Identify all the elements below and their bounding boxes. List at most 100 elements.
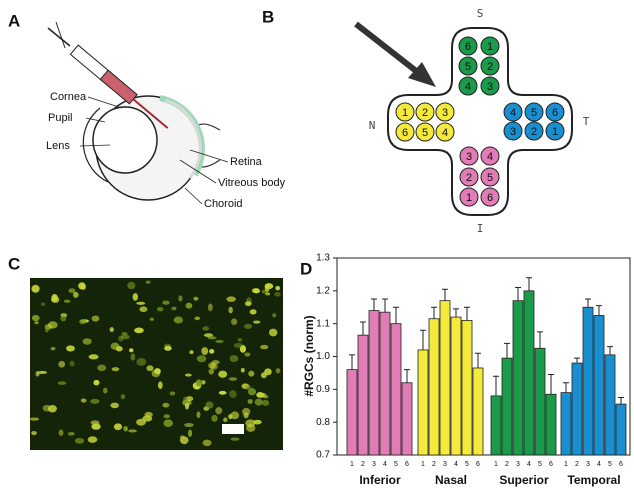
error-bar (537, 331, 543, 349)
sample-circle (395, 122, 415, 142)
sample-circle (395, 102, 415, 122)
cell (121, 332, 128, 336)
cell (183, 396, 188, 405)
cell (80, 284, 86, 291)
cell (252, 320, 261, 324)
sample-number: 4 (442, 127, 448, 139)
x-tick-label: 1 (494, 461, 498, 468)
error-bar (442, 288, 448, 301)
y-tick-label: 1.2 (316, 285, 330, 296)
sample-circle (415, 102, 435, 122)
group-label: Temporal (567, 473, 620, 487)
x-tick-label: 5 (394, 461, 398, 468)
sample-circle (480, 146, 500, 166)
cell (88, 354, 99, 360)
cell (208, 368, 214, 375)
cell (37, 370, 48, 374)
error-bar (596, 305, 602, 316)
cell (223, 417, 228, 423)
cell (132, 293, 139, 301)
cell (29, 417, 39, 421)
error-bar (585, 298, 591, 308)
group-label: Nasal (435, 473, 467, 487)
sample-circle (459, 187, 479, 207)
bar (512, 300, 524, 456)
cell (149, 317, 154, 321)
sample-circle (480, 167, 500, 187)
cell (103, 387, 108, 394)
sample-number: 3 (510, 126, 516, 138)
x-tick-label: 4 (383, 461, 387, 468)
bar (450, 316, 462, 456)
sample-number: 6 (487, 192, 493, 204)
group-label: Superior (499, 473, 549, 487)
error-bar (404, 369, 410, 383)
bar (490, 395, 502, 456)
error-bar (526, 277, 532, 291)
cell (254, 398, 263, 406)
cell (47, 404, 57, 413)
cell (265, 292, 271, 296)
bar (390, 323, 402, 456)
x-tick-label: 5 (608, 461, 612, 468)
y-tick-label: 0.7 (316, 450, 330, 461)
error-bar (393, 306, 399, 324)
cell (157, 381, 163, 389)
eye-diagram (47, 21, 229, 205)
cell (154, 368, 161, 375)
cell (82, 338, 92, 345)
cell (74, 438, 85, 444)
cell (248, 370, 255, 377)
cell (134, 327, 144, 334)
anatomy-label: Pupil (48, 112, 72, 124)
sample-circle (458, 56, 478, 76)
cell (173, 316, 184, 324)
cell (274, 292, 281, 297)
sample-circle (458, 76, 478, 96)
x-tick-label: 6 (476, 461, 480, 468)
bar (472, 367, 484, 456)
direction-label: N (369, 119, 376, 132)
error-bar (382, 298, 388, 313)
bar (545, 393, 557, 456)
sample-number: 5 (487, 172, 493, 184)
cell (193, 296, 199, 301)
x-tick-label: 2 (432, 461, 436, 468)
bar (417, 349, 429, 456)
error-bar (475, 352, 481, 368)
cell (66, 345, 75, 352)
bar (428, 318, 440, 456)
panel-letter: D (300, 259, 312, 278)
cell (31, 284, 40, 293)
cell (113, 423, 123, 431)
bar (593, 315, 605, 456)
sample-number: 5 (422, 127, 428, 139)
cell (196, 355, 207, 363)
sample-number: 3 (466, 151, 472, 163)
cell (228, 306, 233, 314)
cell (128, 429, 137, 433)
sample-circle (435, 102, 455, 122)
cell (72, 291, 79, 298)
cell (230, 318, 238, 325)
cell (208, 362, 216, 369)
x-tick-label: 3 (443, 461, 447, 468)
cell (251, 288, 260, 294)
sample-circle (480, 76, 500, 96)
anatomy-label: Choroid (204, 198, 243, 210)
arrow (354, 21, 422, 77)
sample-number: 3 (442, 107, 448, 119)
bar (357, 334, 369, 456)
cell (260, 344, 269, 350)
error-bar (371, 298, 377, 311)
cell (48, 321, 58, 329)
cell (58, 360, 66, 368)
scale-bar (222, 424, 244, 434)
cell (185, 302, 193, 309)
cell (80, 398, 87, 403)
cell (156, 306, 164, 312)
cell (44, 325, 49, 333)
y-tick-label: 1.3 (316, 253, 330, 264)
retina-flatmount (387, 27, 573, 216)
cell (60, 315, 67, 322)
